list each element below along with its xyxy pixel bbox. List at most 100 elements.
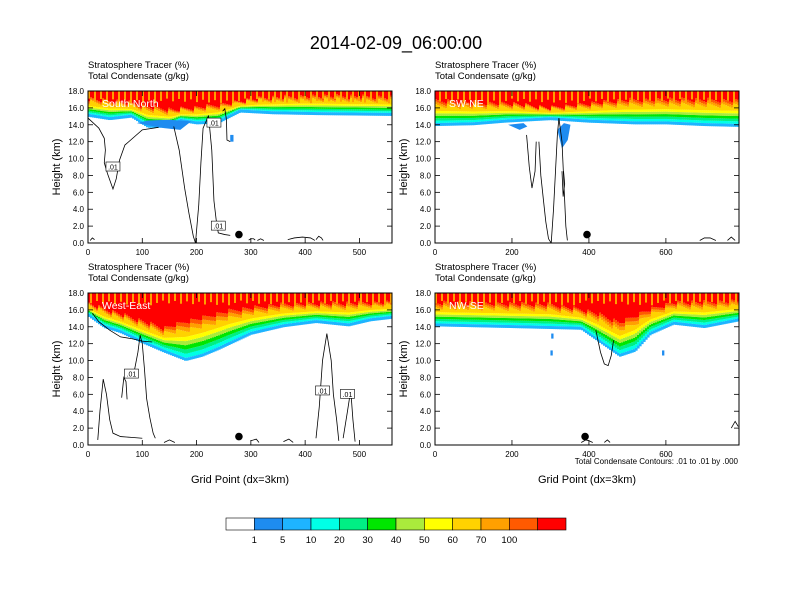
tracer-cell — [126, 111, 129, 113]
tracer-cell — [262, 312, 265, 317]
tracer-cell — [166, 293, 169, 327]
tracer-cell — [306, 103, 309, 106]
tracer-cell — [451, 105, 454, 112]
tracer-cell — [629, 121, 632, 125]
tracer-cell — [208, 320, 211, 325]
tracer-cell — [591, 114, 594, 117]
tracer-cell — [655, 118, 658, 122]
tracer-streak — [276, 293, 279, 302]
tracer-cell — [699, 99, 702, 103]
tracer-cell — [108, 117, 111, 121]
tracer-cell — [681, 91, 684, 98]
tracer-cell — [206, 116, 209, 118]
tracer-cell — [348, 107, 351, 110]
tracer-cell — [481, 117, 484, 120]
tracer-streak — [703, 91, 706, 100]
tracer-cell — [473, 102, 476, 105]
tracer-cell — [94, 100, 97, 103]
tracer-cell — [88, 313, 91, 314]
tracer-cell — [699, 104, 702, 111]
tracer-cell — [252, 331, 255, 335]
y-axis-label: Height (km) — [398, 139, 410, 196]
tracer-cell — [701, 100, 704, 104]
tracer-cell — [106, 310, 109, 313]
tracer-cell — [511, 114, 514, 117]
tracer-cell — [469, 113, 472, 116]
tracer-cell — [228, 324, 231, 328]
tracer-cell — [156, 344, 159, 347]
tracer-cell — [675, 121, 678, 125]
tracer-cell — [370, 109, 373, 112]
tracer-cell — [603, 120, 606, 124]
tracer-cell — [332, 317, 335, 320]
tracer-cell — [719, 123, 722, 127]
tracer-cell — [282, 109, 285, 112]
tracer-cell — [192, 120, 195, 124]
tracer-cell — [713, 112, 716, 116]
tracer-cell — [224, 336, 227, 341]
tracer-cell — [296, 105, 299, 107]
tracer-cell — [673, 111, 676, 115]
tracer-cell — [152, 113, 155, 116]
tracer-cell — [320, 316, 323, 319]
total-condensate-label: Total Condensate (g/kg) — [88, 71, 189, 82]
tracer-cell — [140, 319, 143, 322]
tracer-cell — [376, 112, 379, 116]
tracer-cell — [553, 116, 556, 118]
tracer-cell — [579, 103, 582, 105]
tracer-cell — [388, 112, 391, 116]
tracer-cell — [292, 103, 295, 106]
tracer-cell — [667, 109, 670, 112]
tracer-streak — [264, 293, 267, 302]
tracer-cell — [386, 109, 389, 112]
tracer-cell — [108, 323, 111, 325]
tracer-cell — [202, 340, 205, 346]
tracer-cell — [204, 111, 207, 114]
tracer-cell — [330, 96, 333, 99]
tracer-cell — [515, 106, 518, 112]
tracer-cell — [234, 91, 237, 101]
tracer-cell — [376, 305, 379, 310]
tracer-cell — [166, 350, 169, 354]
tracer-cell — [709, 101, 712, 104]
tracer-cell — [390, 106, 392, 108]
tracer-cell — [184, 118, 187, 120]
tracer-cell — [709, 110, 712, 113]
tracer-cell — [483, 108, 486, 112]
tracer-cell — [180, 330, 183, 338]
tracer-cell — [575, 91, 578, 108]
tracer-cell — [374, 317, 377, 321]
tracer-cell — [531, 91, 534, 107]
tracer-cell — [525, 91, 528, 104]
tracer-cell — [154, 345, 157, 349]
tracer-cell — [378, 99, 381, 105]
tracer-cell — [180, 326, 183, 331]
tracer-cell — [250, 105, 253, 107]
tracer-streak — [294, 293, 297, 305]
tracer-cell — [170, 91, 173, 109]
tracer-cell — [260, 105, 263, 107]
tracer-cell — [563, 112, 566, 114]
tracer-cell — [613, 118, 616, 121]
tracer-cell — [306, 319, 309, 322]
tracer-cell — [719, 91, 722, 103]
tracer-cell — [547, 115, 550, 117]
tracer-cell — [286, 315, 289, 318]
tracer-cell — [182, 356, 185, 360]
tracer-cell — [110, 315, 113, 318]
tracer-cell — [475, 105, 478, 112]
tracer-cell — [336, 97, 339, 104]
tracer-cell — [334, 304, 337, 307]
x-tick-label: 0 — [86, 248, 91, 257]
tracer-cell — [284, 308, 287, 314]
tracer-cell — [651, 91, 654, 101]
tracer-cell — [475, 103, 478, 106]
tracer-cell — [190, 352, 193, 357]
tracer-cell — [282, 317, 285, 321]
tracer-cell — [388, 293, 391, 302]
tracer-cell — [242, 91, 245, 103]
tracer-cell — [569, 117, 572, 119]
tracer-cell — [455, 122, 458, 126]
tracer-cell — [573, 118, 576, 122]
tracer-cell — [228, 334, 231, 339]
